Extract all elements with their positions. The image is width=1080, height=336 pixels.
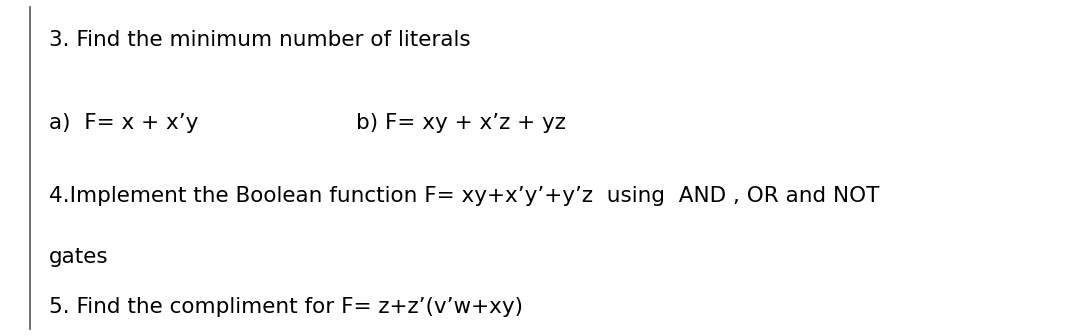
Text: 3. Find the minimum number of literals: 3. Find the minimum number of literals — [49, 30, 470, 50]
Text: a)  F= x + x’y: a) F= x + x’y — [49, 113, 198, 133]
Text: b) F= xy + x’z + yz: b) F= xy + x’z + yz — [356, 113, 566, 133]
Text: 4.Implement the Boolean function F= xy+x’y’+y’z  using  AND , OR and NOT: 4.Implement the Boolean function F= xy+x… — [49, 186, 879, 207]
Text: gates: gates — [49, 247, 108, 267]
Text: 5. Find the compliment for F= z+z’(v’w+xy): 5. Find the compliment for F= z+z’(v’w+x… — [49, 297, 523, 318]
